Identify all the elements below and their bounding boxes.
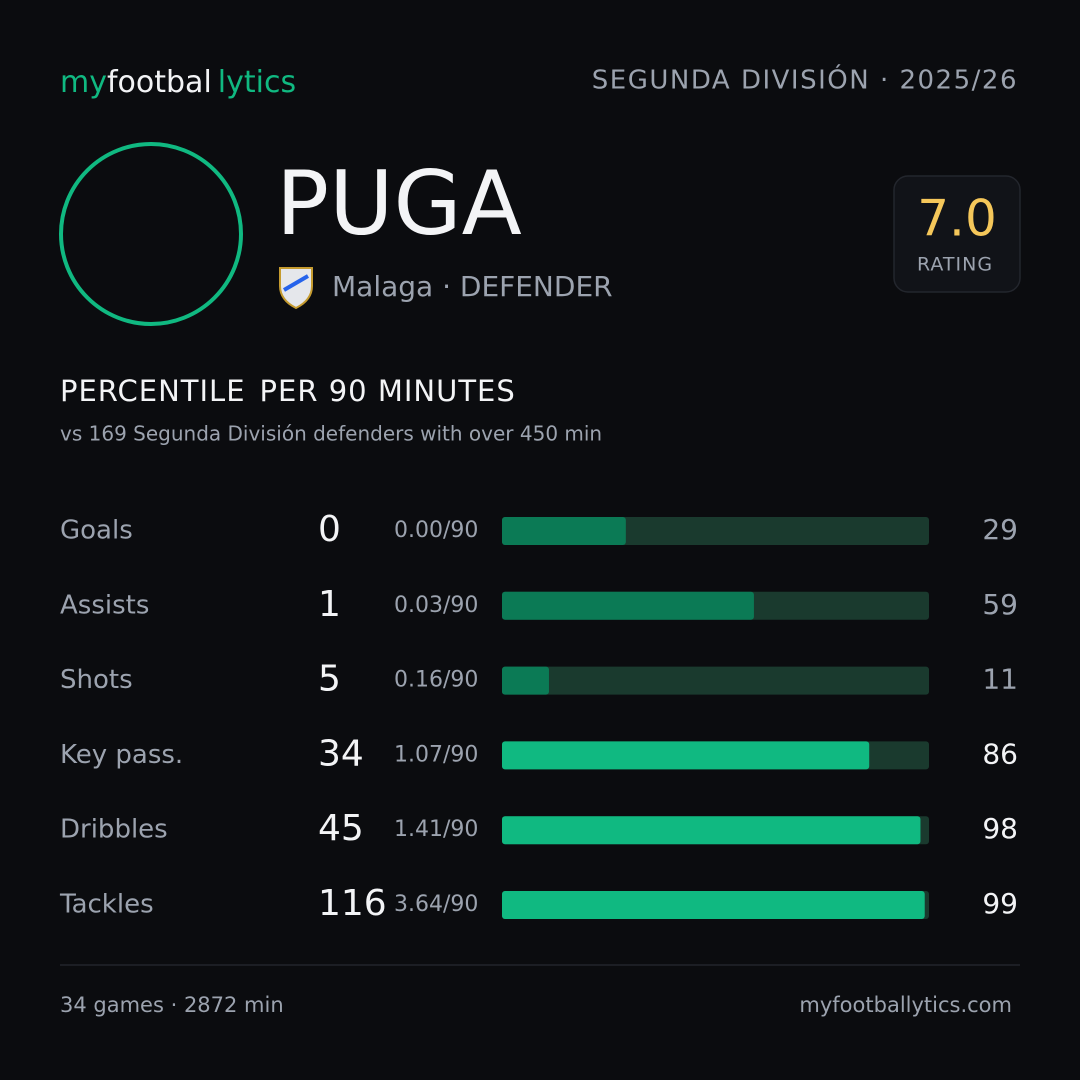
stat-rows: Goals 0 0.00/90 29 Assists 1 0.03/90 59 Shots 5 0.… xyxy=(59,509,1018,924)
stat-label: Tackles xyxy=(59,890,154,920)
brand-part: lytics xyxy=(218,65,296,100)
section-title-part: PER 90 MINUTES xyxy=(260,374,516,408)
stat-per90: 3.64/90 xyxy=(394,892,478,917)
rating-box xyxy=(893,175,1021,293)
player-meta: Malaga · DEFENDER xyxy=(332,270,613,303)
stat-percentile: 86 xyxy=(982,737,1018,770)
bar xyxy=(502,591,754,620)
bar xyxy=(502,891,925,919)
brand-part: my xyxy=(60,65,107,100)
avatar xyxy=(59,142,243,326)
stat-total: 0 xyxy=(318,509,341,550)
stat-total: 116 xyxy=(318,883,387,924)
player-name: PUGA xyxy=(276,152,522,255)
rating: 7.0 xyxy=(917,190,997,248)
stat-total: 34 xyxy=(318,733,364,774)
brand-part: footbal xyxy=(107,65,212,100)
brand: myfootbal lytics xyxy=(60,65,296,100)
bar xyxy=(502,517,626,545)
stat-percentile: 59 xyxy=(982,588,1018,621)
section-subtitle: vs 169 Segunda División defenders with o… xyxy=(60,422,602,446)
stat-percentile: 11 xyxy=(982,663,1018,696)
stat-label: Dribbles xyxy=(60,815,168,845)
stat-per90: 1.41/90 xyxy=(394,817,478,842)
footer-left: 34 games · 2872 min xyxy=(60,993,284,1017)
stat-percentile: 98 xyxy=(982,812,1018,845)
league: SEGUNDA DIVISIÓN · 2025/26 xyxy=(592,64,1018,96)
bar xyxy=(502,816,921,845)
stat-per90: 0.03/90 xyxy=(394,593,478,618)
stat-percentile: 29 xyxy=(982,513,1018,546)
stat-label: Key pass. xyxy=(60,740,183,770)
bar xyxy=(502,666,549,695)
stat-per90: 1.07/90 xyxy=(394,742,478,767)
stat-per90: 0.00/90 xyxy=(394,518,478,543)
stat-total: 5 xyxy=(318,659,341,700)
footer-right: myfootballytics.com xyxy=(799,993,1012,1017)
section-title-part: PERCENTILE xyxy=(60,374,246,408)
stat-label: Assists xyxy=(60,590,149,620)
stat-per90: 0.16/90 xyxy=(394,668,478,693)
bar-track xyxy=(502,666,929,695)
stat-percentile: 99 xyxy=(982,887,1018,920)
stat-label: Shots xyxy=(60,665,133,695)
section-title: PERCENTILE PER 90 MINUTES xyxy=(60,374,516,408)
stat-label: Goals xyxy=(60,516,133,546)
stat-total: 1 xyxy=(318,584,341,625)
club-crest xyxy=(279,267,313,310)
stat-total: 45 xyxy=(318,808,364,849)
rating-label: RATING xyxy=(917,254,993,276)
bar xyxy=(502,741,870,770)
